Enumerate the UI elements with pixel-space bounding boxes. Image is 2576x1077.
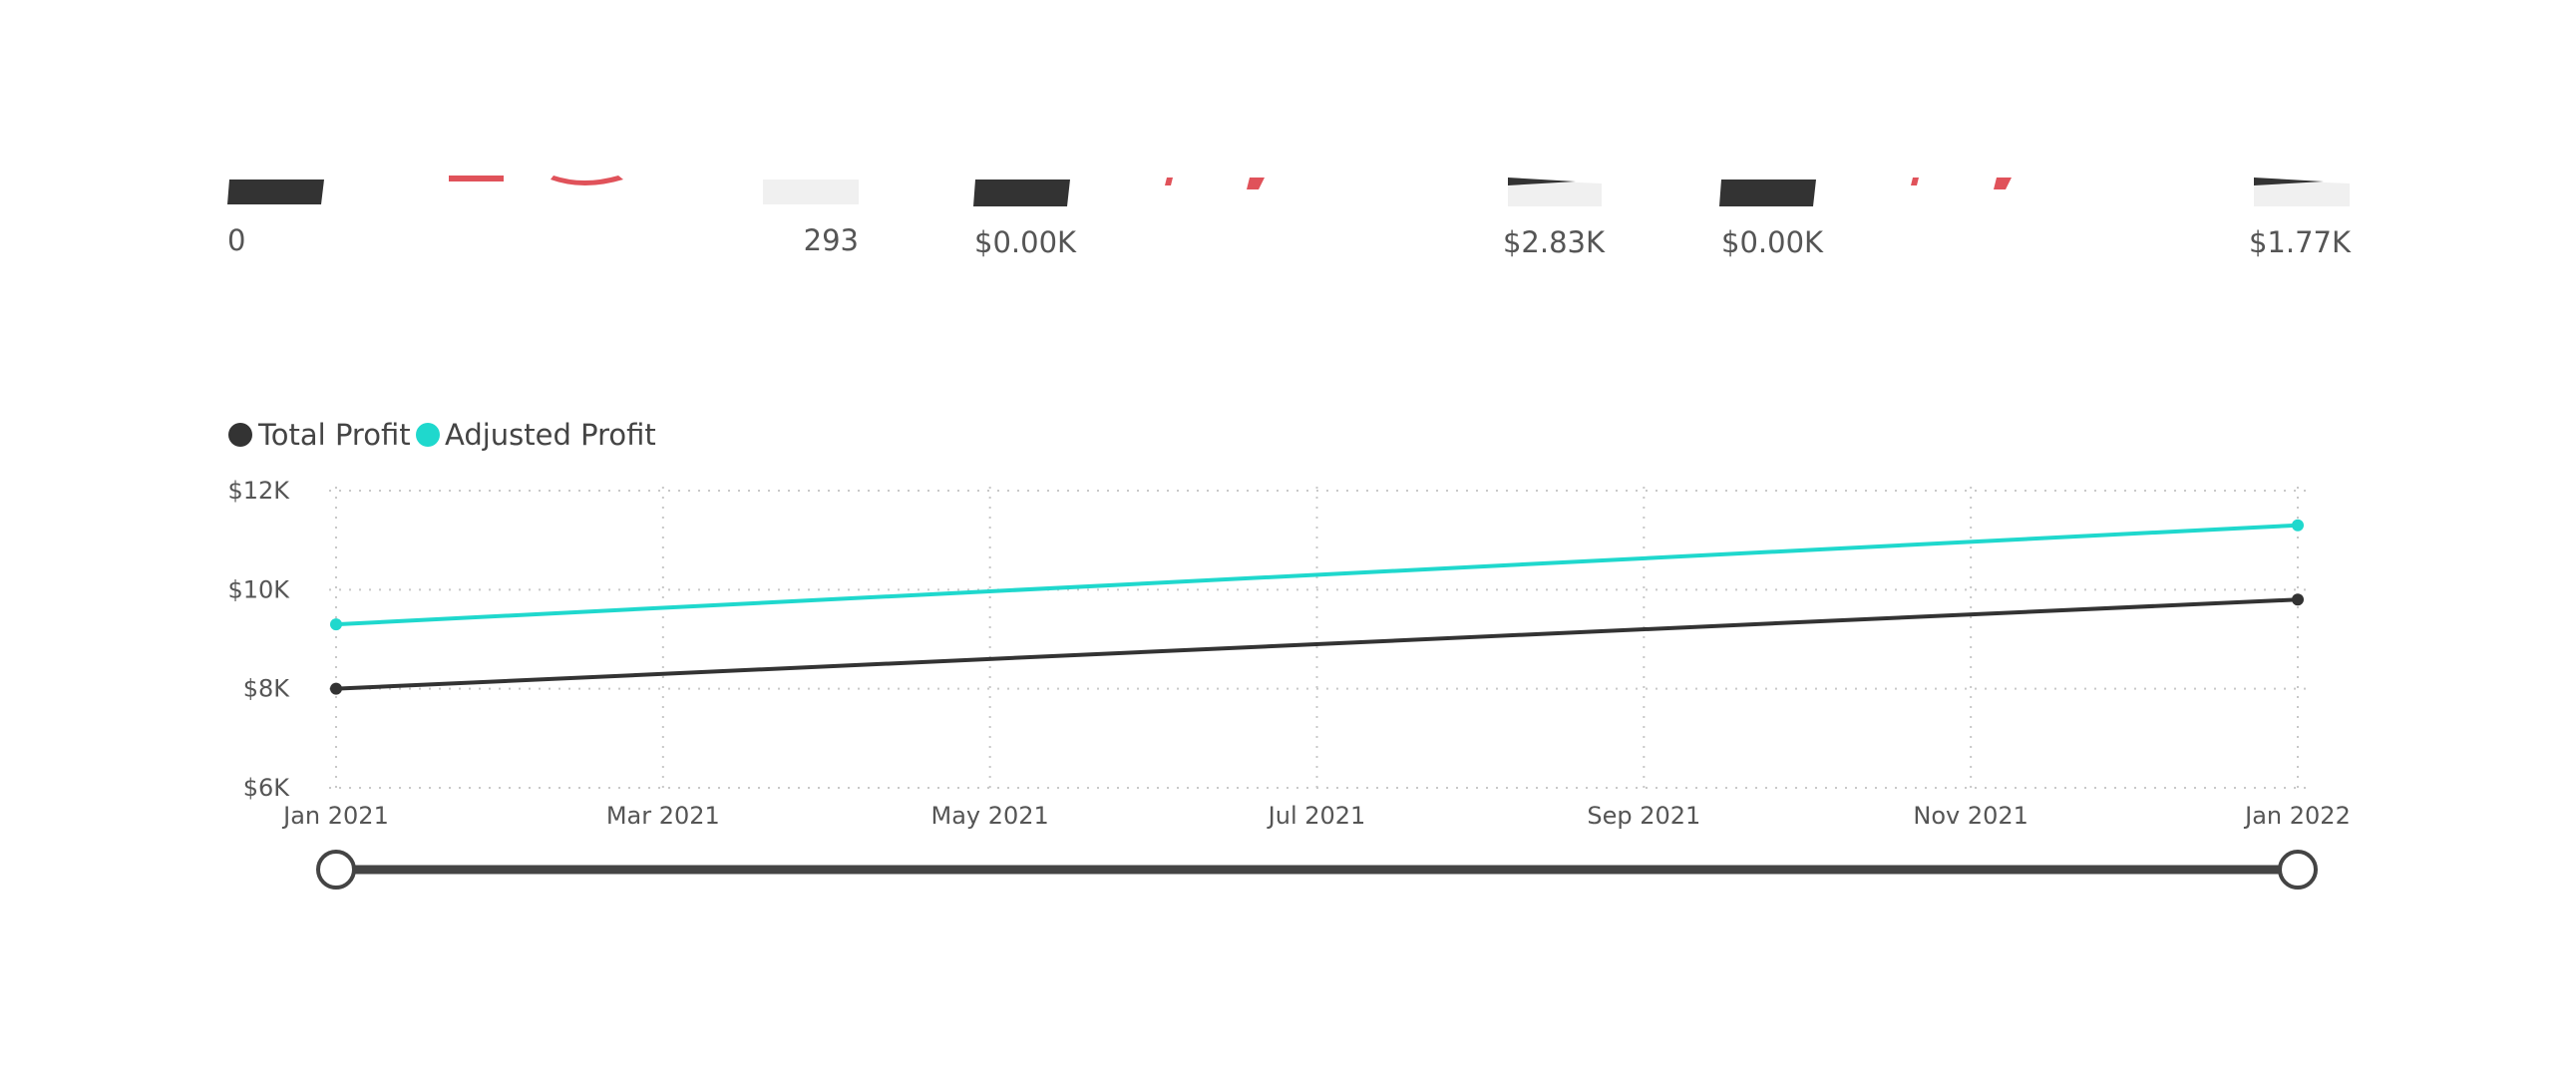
x-tick-label: Mar 2021 [606,802,720,830]
date-range-slider[interactable] [316,850,2318,890]
kpi-card-2-dark-sliver [1508,178,1576,185]
kpi-card-3-dark-sliver [2254,178,2324,185]
x-tick-label: May 2021 [931,802,1049,830]
kpi-card-1-left-value: 0 [227,223,245,257]
kpi-card-1-light-bar [763,180,859,204]
kpi-card-3-dark-bar [1719,180,1816,206]
kpi-card-3-left-value: $0.00K [1721,225,1824,259]
kpi-card-2-dark-bar [973,180,1070,206]
data-point[interactable] [2292,519,2304,532]
y-tick-label: $6K [243,774,291,802]
legend-label-adjusted-profit[interactable]: Adjusted Profit [445,418,656,452]
kpi-card-1-dark-bar [227,180,324,204]
x-tick-label: Nov 2021 [1913,802,2028,830]
legend-marker-adjusted-profit[interactable] [416,423,440,447]
y-axis-ticks: $12K $10K $8K $6K [227,477,290,802]
legend-marker-total-profit[interactable] [228,423,252,447]
x-axis-ticks: Jan 2021 Mar 2021 May 2021 Jul 2021 Sep 2021… [281,802,2351,830]
x-tick-label: Jan 2021 [281,802,389,830]
kpi-card-3-light-bar [2254,180,2350,206]
data-point[interactable] [330,682,342,695]
slider-start-handle[interactable] [316,850,356,890]
kpi-card-2-light-bar [1508,180,1602,206]
kpi-card-3-right-value: $1.77K [2249,225,2352,259]
y-tick-label: $8K [243,675,291,703]
chart-gridlines [329,487,2308,789]
series-line-adjusted-profit[interactable] [335,523,2299,627]
kpi-card-1-accent-mark [449,176,623,185]
kpi-card-3-accent-mark [1911,178,2012,189]
legend-label-total-profit[interactable]: Total Profit [257,418,411,452]
kpi-strip: 0 293 $0.00K $2.83K $0.00K $1.77K [227,176,2352,259]
y-tick-label: $12K [227,477,290,505]
kpi-card-2-right-value: $2.83K [1503,225,1606,259]
kpi-card-2-accent-mark [1165,178,1265,189]
data-point[interactable] [330,618,342,631]
y-tick-label: $10K [227,575,290,603]
chart-series [330,519,2304,695]
kpi-card-1-right-value: 293 [804,223,859,257]
chart-legend: Total Profit Adjusted Profit [228,418,656,452]
kpi-card-2-left-value: $0.00K [974,225,1077,259]
slider-end-handle[interactable] [2278,850,2318,890]
x-tick-label: Jul 2021 [1267,802,1366,830]
x-tick-label: Jan 2022 [2243,802,2351,830]
data-point[interactable] [2292,593,2304,606]
x-tick-label: Sep 2021 [1587,802,1700,830]
series-line-total-profit[interactable] [335,597,2299,691]
